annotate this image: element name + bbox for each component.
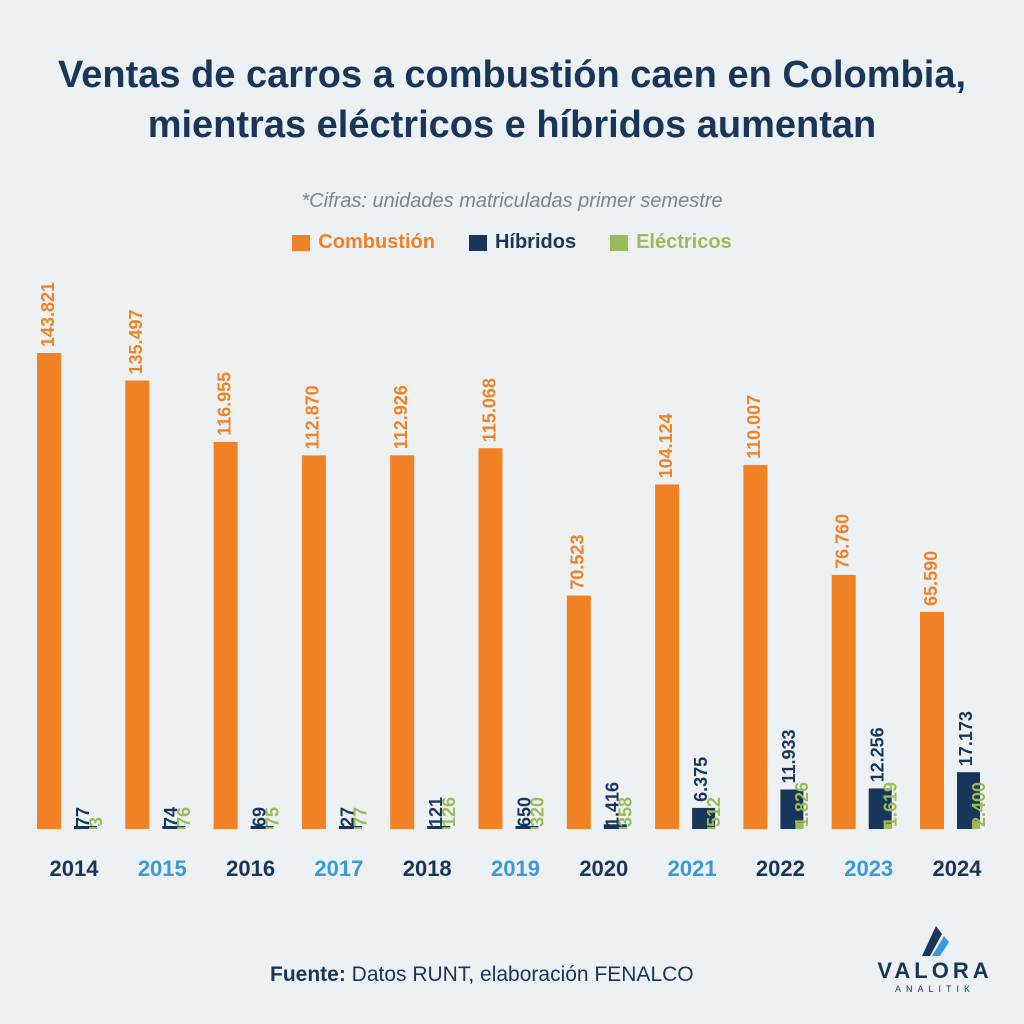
bar-hibridos-2017 — [338, 826, 362, 829]
bar-hibridos-2015 — [162, 826, 186, 829]
legend-label-electricos: Eléctricos — [636, 231, 732, 253]
logo-subword: ANALITIK — [894, 984, 975, 994]
value-label-hibridos-2022: 11.933 — [779, 729, 799, 783]
value-label-hibridos-2017: 27 — [338, 807, 358, 827]
title-line-1: Ventas de carros a combustión caen en Co… — [57, 54, 967, 96]
value-label-hibridos-2019: 650 — [514, 797, 534, 827]
x-tick-label-2014: 2014 — [50, 856, 100, 881]
value-label-combustion-2018: 112.926 — [391, 385, 411, 449]
value-label-hibridos-2015: 74 — [161, 807, 181, 827]
value-label-hibridos-2023: 12.256 — [867, 727, 887, 782]
bar-hibridos-2019 — [515, 826, 539, 829]
legend-label-hibridos: Híbridos — [494, 231, 577, 253]
bar-hibridos-2024 — [957, 772, 980, 829]
value-label-electricos-2024: 2.400 — [969, 782, 989, 827]
bar-electricos-2015 — [177, 827, 186, 829]
bar-combustion-2014 — [37, 353, 61, 829]
value-label-combustion-2020: 70.523 — [568, 535, 588, 590]
value-label-hibridos-2014: 77 — [73, 807, 93, 827]
x-tick-label-2021: 2021 — [668, 856, 717, 881]
x-tick-label-2017: 2017 — [314, 856, 363, 881]
x-tick-label-2023: 2023 — [844, 856, 893, 881]
bar-combustion-2024 — [920, 611, 944, 829]
bar-electricos-2020 — [618, 827, 627, 829]
value-label-electricos-2015: 76 — [174, 807, 194, 827]
value-label-combustion-2019: 115.068 — [479, 378, 499, 442]
value-label-electricos-2020: 358 — [616, 797, 636, 827]
valora-mark-icon — [922, 926, 949, 956]
bar-hibridos-2014 — [74, 826, 97, 829]
x-tick-label-2022: 2022 — [756, 856, 805, 881]
bar-combustion-2019 — [478, 448, 503, 829]
value-label-hibridos-2016: 69 — [249, 807, 269, 827]
bar-combustion-2016 — [213, 441, 238, 829]
bar-hibridos-2020 — [603, 824, 627, 829]
value-label-electricos-2016: 75 — [262, 807, 282, 827]
value-label-electricos-2022: 1.826 — [792, 782, 812, 827]
bar-hibridos-2018 — [427, 826, 451, 829]
chart-title: Ventas de carros a combustión caen en Co… — [0, 50, 1024, 150]
bar-electricos-2022 — [795, 823, 804, 829]
value-label-electricos-2014: 3 — [86, 817, 106, 827]
bar-electricos-2017 — [353, 827, 362, 829]
value-label-hibridos-2024: 17.173 — [956, 711, 976, 766]
x-tick-label-2020: 2020 — [579, 856, 628, 881]
value-label-electricos-2021: 512 — [704, 797, 724, 827]
bar-combustion-2015 — [125, 380, 150, 829]
value-label-hibridos-2020: 1.416 — [603, 782, 623, 827]
chart-subtitle: *Cifras: unidades matriculadas primer se… — [301, 190, 723, 212]
bar-combustion-2018 — [390, 455, 415, 829]
legend-swatch-electricos — [610, 234, 629, 251]
bar-electricos-2018 — [442, 827, 451, 829]
x-tick-label-2018: 2018 — [403, 856, 452, 881]
legend-item-combustion: Combustión — [292, 231, 435, 254]
value-label-electricos-2023: 1.619 — [880, 782, 900, 827]
value-label-electricos-2018: 126 — [439, 797, 459, 827]
bar-electricos-2014 — [89, 827, 97, 829]
bar-hibridos-2022 — [780, 789, 804, 829]
source-text: Datos RUNT, elaboración FENALCO — [345, 963, 694, 986]
bar-hibridos-2016 — [250, 826, 274, 829]
bar-electricos-2023 — [883, 823, 892, 829]
bar-combustion-2017 — [301, 455, 326, 829]
value-label-combustion-2023: 76.760 — [832, 514, 852, 569]
x-tick-label-2019: 2019 — [491, 856, 540, 881]
value-label-electricos-2019: 320 — [527, 797, 547, 827]
value-label-combustion-2015: 135.497 — [126, 309, 146, 374]
bar-hibridos-2023 — [868, 788, 892, 829]
bar-electricos-2024 — [972, 821, 980, 829]
value-label-combustion-2014: 143.821 — [38, 282, 58, 347]
valora-logo: VALORA ANALITIK — [870, 920, 1000, 1000]
bar-combustion-2023 — [831, 574, 856, 829]
x-tick-label-2024: 2024 — [933, 856, 983, 881]
x-tick-label-2015: 2015 — [138, 856, 187, 881]
legend-item-electricos: Eléctricos — [610, 231, 732, 254]
legend: Combustión Híbridos Eléctricos — [0, 231, 1024, 254]
legend-swatch-hibridos — [468, 234, 487, 251]
value-label-electricos-2017: 77 — [351, 807, 371, 827]
legend-label-combustion: Combustión — [318, 231, 435, 253]
legend-item-hibridos: Híbridos — [468, 231, 577, 254]
source-label: Fuente: — [270, 963, 346, 986]
bar-combustion-2021 — [655, 484, 680, 829]
value-label-hibridos-2018: 121 — [426, 797, 446, 827]
legend-swatch-combustion — [292, 234, 311, 251]
value-label-combustion-2021: 104.124 — [656, 413, 676, 478]
value-label-hibridos-2021: 6.375 — [691, 757, 711, 802]
value-label-combustion-2016: 116.955 — [214, 372, 234, 436]
logo-word: VALORA — [877, 958, 993, 983]
bar-electricos-2021 — [707, 827, 716, 829]
bar-hibridos-2021 — [692, 807, 716, 829]
bar-combustion-2022 — [743, 464, 768, 829]
value-label-combustion-2017: 112.870 — [303, 385, 323, 449]
source-note: Fuente: Datos RUNT, elaboración FENALCO — [270, 963, 694, 987]
title-line-2: mientras eléctricos e híbridos aumentan — [147, 104, 877, 146]
bar-electricos-2019 — [530, 827, 539, 829]
x-tick-label-2016: 2016 — [226, 856, 275, 881]
bar-electricos-2016 — [265, 827, 274, 829]
bar-combustion-2020 — [566, 595, 591, 829]
value-label-combustion-2022: 110.007 — [744, 395, 764, 459]
value-label-combustion-2024: 65.590 — [921, 551, 941, 606]
